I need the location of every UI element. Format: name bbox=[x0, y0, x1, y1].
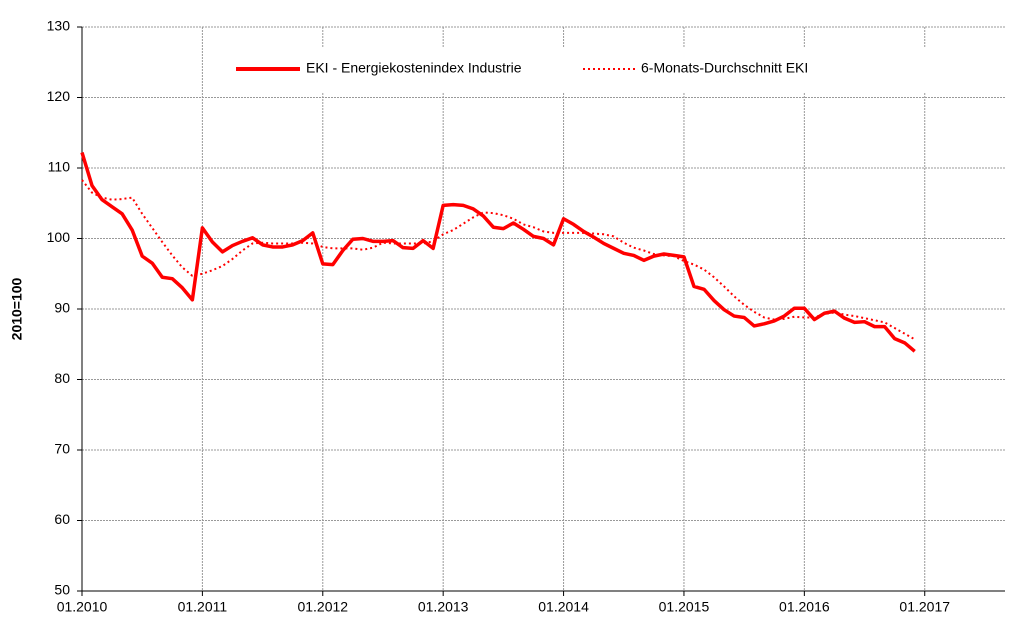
x-tick-label: 01.2011 bbox=[178, 599, 228, 615]
legend: EKI - Energiekostenindex Industrie 6-Mona… bbox=[210, 47, 935, 93]
data-line bbox=[80, 151, 916, 353]
x-tick-label: 01.2017 bbox=[899, 599, 950, 615]
legend-box bbox=[210, 47, 935, 93]
y-tick-label: 60 bbox=[54, 511, 70, 527]
legend-label: 6-Monats-Durchschnitt EKI bbox=[641, 60, 808, 76]
y-tick-label: 70 bbox=[54, 441, 70, 457]
y-tick-label: 50 bbox=[54, 582, 70, 598]
y-tick-label: 100 bbox=[47, 229, 71, 245]
y-axis-title: 2010=100 bbox=[9, 277, 25, 340]
data-line bbox=[81, 179, 916, 341]
x-tick-label: 01.2013 bbox=[418, 599, 469, 615]
x-tick-label: 01.2014 bbox=[538, 599, 589, 615]
x-tick-label: 01.2012 bbox=[297, 599, 348, 615]
legend-label: EKI - Energiekostenindex Industrie bbox=[306, 60, 522, 76]
y-tick-label: 80 bbox=[54, 370, 70, 386]
y-tick-label: 120 bbox=[47, 88, 71, 104]
y-tick-label: 90 bbox=[54, 300, 70, 316]
x-tick-label: 01.2010 bbox=[57, 599, 108, 615]
x-tick-label: 01.2016 bbox=[779, 599, 830, 615]
x-tick-label: 01.2015 bbox=[659, 599, 710, 615]
y-tick-label: 110 bbox=[48, 159, 71, 175]
y-tick-label: 130 bbox=[47, 18, 71, 34]
